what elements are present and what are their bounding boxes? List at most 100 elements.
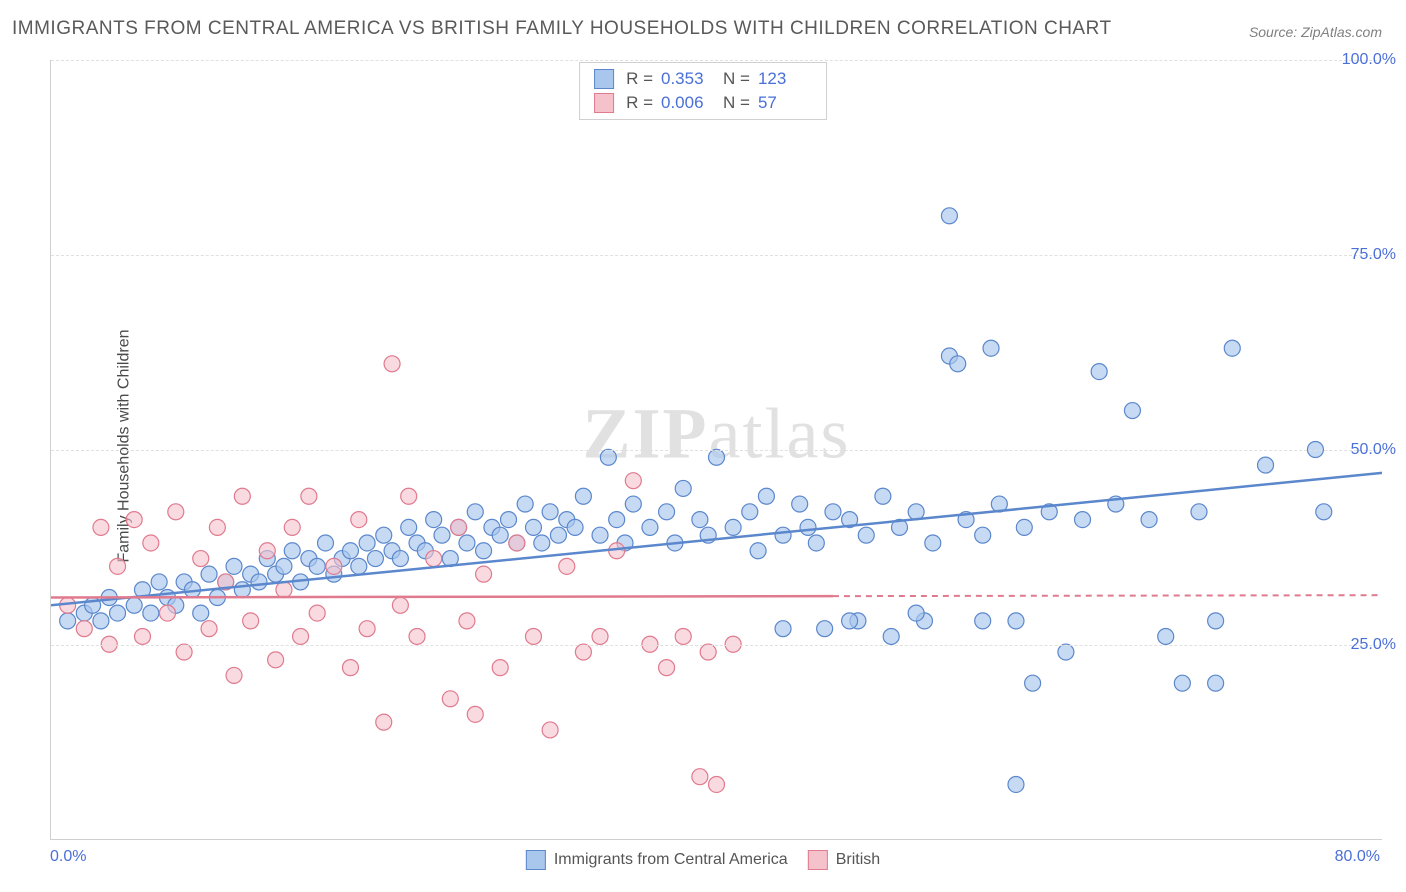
scatter-point	[609, 512, 625, 528]
scatter-point	[367, 551, 383, 567]
scatter-point	[467, 504, 483, 520]
scatter-point	[492, 527, 508, 543]
scatter-point	[775, 527, 791, 543]
gridline	[51, 255, 1382, 256]
scatter-point	[309, 558, 325, 574]
scatter-point	[234, 488, 250, 504]
n-value: 123	[758, 69, 812, 89]
scatter-point	[692, 769, 708, 785]
series-legend-item: British	[808, 850, 880, 870]
scatter-point	[126, 512, 142, 528]
n-value: 57	[758, 93, 812, 113]
y-tick-label: 75.0%	[1351, 246, 1396, 264]
scatter-point	[975, 613, 991, 629]
scatter-point	[276, 558, 292, 574]
y-tick-label: 50.0%	[1351, 441, 1396, 459]
r-label: R =	[626, 93, 653, 113]
y-tick-label: 100.0%	[1342, 51, 1396, 69]
scatter-point	[284, 543, 300, 559]
scatter-point	[193, 605, 209, 621]
scatter-point	[409, 628, 425, 644]
scatter-point	[1141, 512, 1157, 528]
legend-swatch	[526, 850, 546, 870]
scatter-point	[675, 628, 691, 644]
scatter-point	[1224, 340, 1240, 356]
scatter-point	[808, 535, 824, 551]
scatter-point	[1316, 504, 1332, 520]
scatter-point	[301, 488, 317, 504]
scatter-point	[442, 691, 458, 707]
scatter-point	[143, 535, 159, 551]
scatter-point	[401, 488, 417, 504]
r-value: 0.353	[661, 69, 715, 89]
series-legend: Immigrants from Central America British	[526, 850, 880, 870]
scatter-point	[883, 628, 899, 644]
x-tick-max: 80.0%	[1335, 848, 1380, 866]
scatter-point	[908, 605, 924, 621]
scatter-point	[342, 543, 358, 559]
scatter-point	[983, 340, 999, 356]
scatter-point	[426, 551, 442, 567]
scatter-point	[193, 551, 209, 567]
scatter-point	[226, 558, 242, 574]
scatter-point	[376, 527, 392, 543]
r-value: 0.006	[661, 93, 715, 113]
scatter-point	[359, 535, 375, 551]
scatter-point	[1008, 776, 1024, 792]
scatter-point	[459, 613, 475, 629]
scatter-point	[700, 644, 716, 660]
scatter-point	[351, 558, 367, 574]
stats-legend: R = 0.353 N = 123 R = 0.006 N = 57	[579, 62, 827, 120]
scatter-point	[476, 566, 492, 582]
scatter-point	[251, 574, 267, 590]
scatter-point	[709, 449, 725, 465]
gridline	[51, 450, 1382, 451]
scatter-point	[1008, 613, 1024, 629]
scatter-point	[143, 605, 159, 621]
scatter-point	[758, 488, 774, 504]
scatter-point	[842, 613, 858, 629]
scatter-point	[243, 613, 259, 629]
scatter-point	[467, 706, 483, 722]
scatter-point	[800, 519, 816, 535]
scatter-point	[135, 628, 151, 644]
gridline	[51, 645, 1382, 646]
scatter-point	[1124, 403, 1140, 419]
scatter-point	[642, 519, 658, 535]
scatter-point	[93, 613, 109, 629]
scatter-point	[226, 667, 242, 683]
scatter-point	[159, 605, 175, 621]
scatter-point	[825, 504, 841, 520]
scatter-point	[284, 519, 300, 535]
scatter-point	[268, 652, 284, 668]
scatter-point	[625, 473, 641, 489]
scatter-point	[434, 527, 450, 543]
scatter-point	[359, 621, 375, 637]
scatter-point	[342, 660, 358, 676]
scatter-point	[476, 543, 492, 559]
scatter-point	[168, 504, 184, 520]
scatter-point	[1191, 504, 1207, 520]
scatter-point	[600, 449, 616, 465]
scatter-point	[659, 660, 675, 676]
legend-swatch	[594, 93, 614, 113]
scatter-point	[559, 558, 575, 574]
scatter-point	[110, 605, 126, 621]
scatter-point	[309, 605, 325, 621]
scatter-point	[975, 527, 991, 543]
scatter-point	[1174, 675, 1190, 691]
scatter-point	[592, 527, 608, 543]
scatter-point	[76, 621, 92, 637]
scatter-point	[517, 496, 533, 512]
scatter-point	[509, 535, 525, 551]
source-attribution: Source: ZipAtlas.com	[1249, 24, 1382, 40]
scatter-point	[742, 504, 758, 520]
scatter-point	[451, 519, 467, 535]
scatter-point	[925, 535, 941, 551]
legend-swatch	[808, 850, 828, 870]
scatter-plot-area: ZIPatlas	[50, 60, 1382, 840]
scatter-point	[151, 574, 167, 590]
scatter-point	[1208, 613, 1224, 629]
legend-swatch	[594, 69, 614, 89]
scatter-point	[201, 621, 217, 637]
